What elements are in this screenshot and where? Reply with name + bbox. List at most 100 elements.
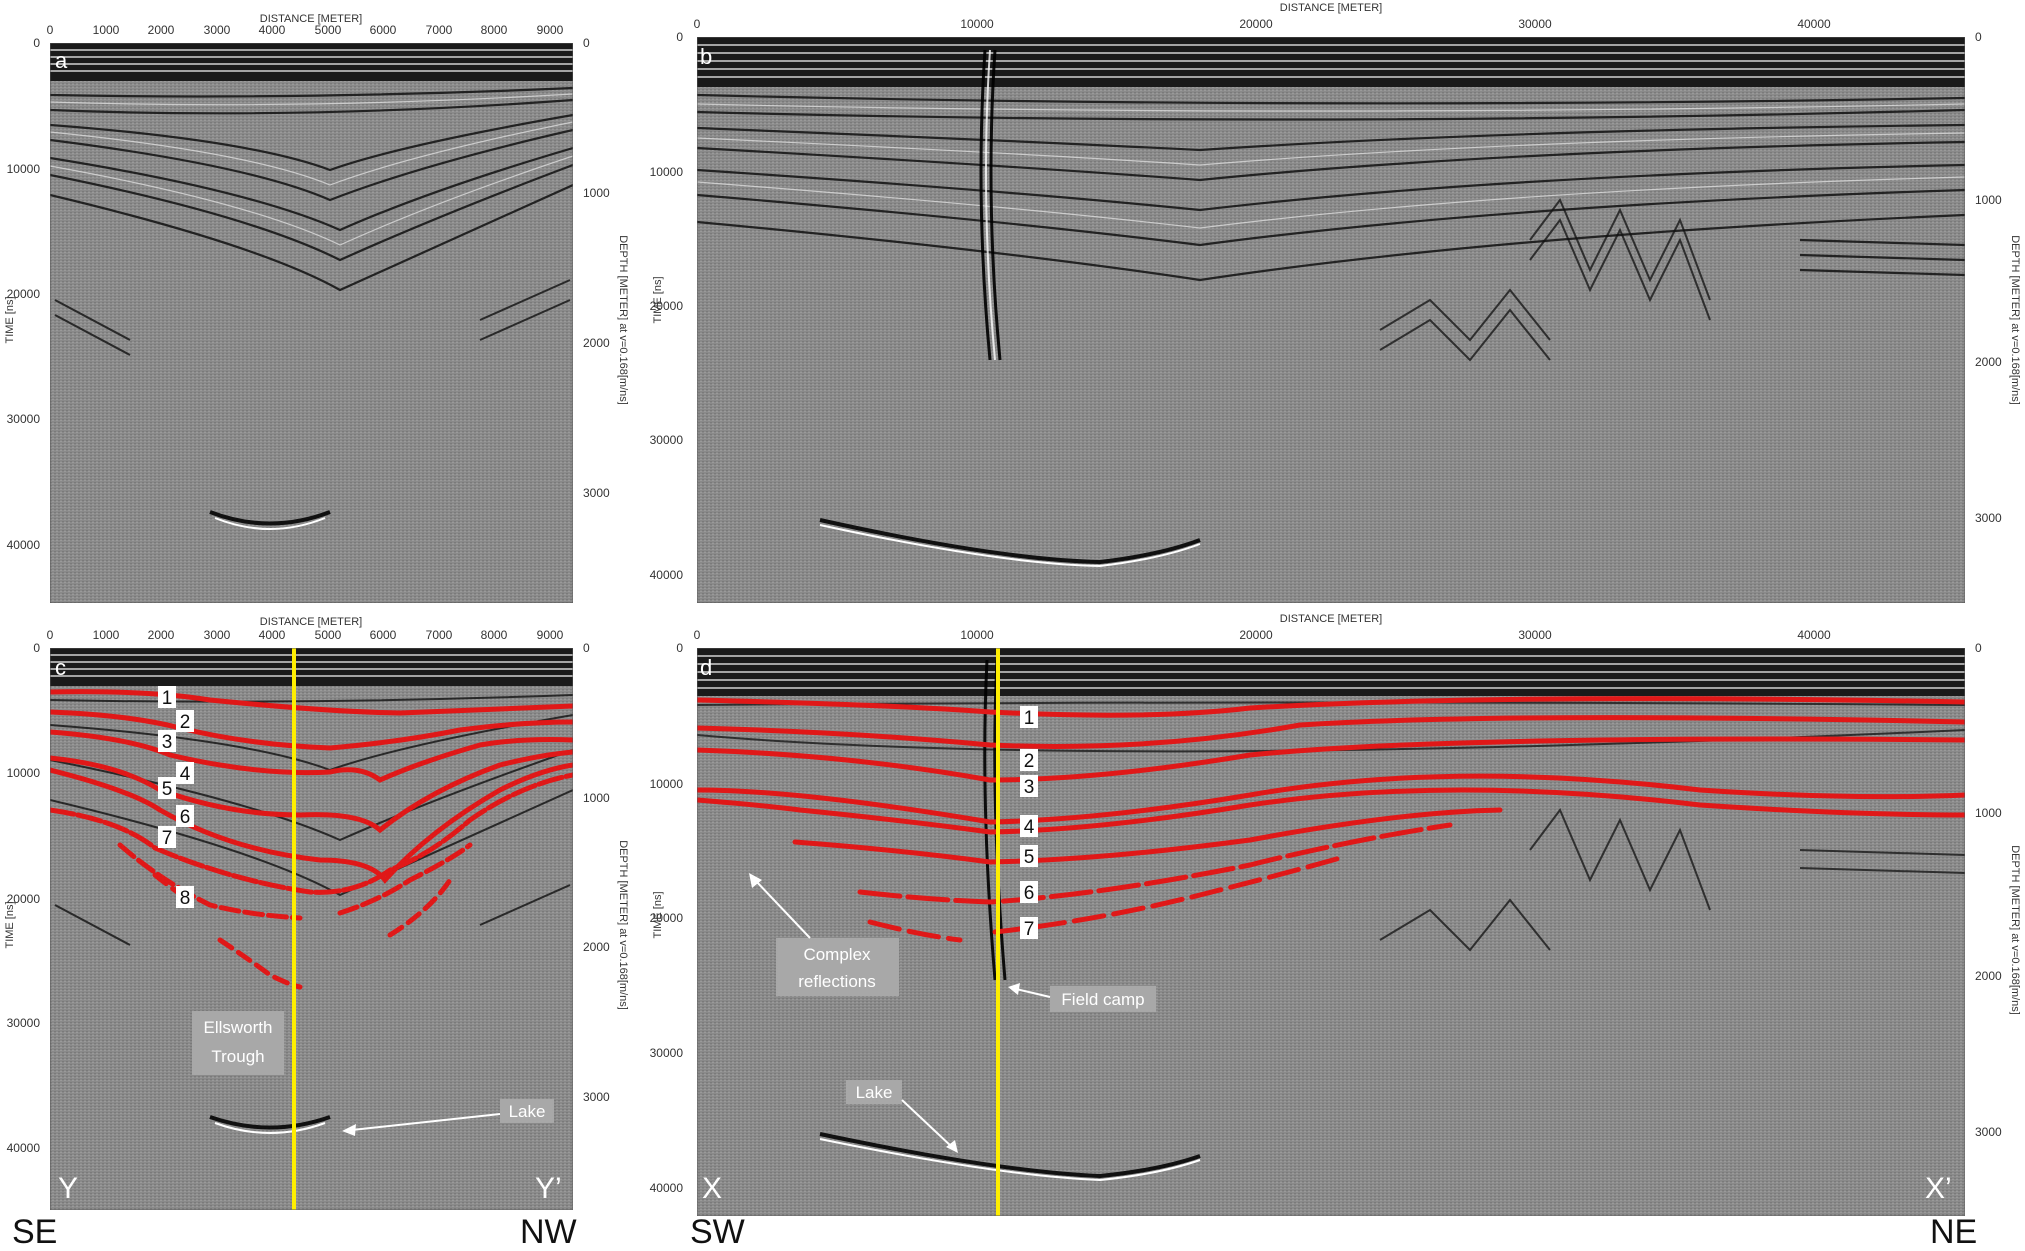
panel-c-corner-right: Y’	[535, 1172, 562, 1205]
panel-d-radargram: 1 2 3 4 5 6 7 Complex reflections Field …	[697, 648, 1965, 1216]
panel-c: DISTANCE [METER] 0 1000 2000 3000 4000 5…	[4, 616, 629, 1251]
depth-tick: 0	[583, 36, 590, 50]
y-tick: 30000	[650, 1046, 684, 1060]
depth-tick: 3000	[583, 486, 610, 500]
y-tick: 20000	[7, 287, 41, 301]
arrow-head-icon	[342, 1124, 356, 1136]
trough-label-box	[192, 1011, 284, 1075]
lake-arrow	[351, 1113, 501, 1131]
panel-a-y-axis-title: TIME [ns]	[4, 296, 16, 343]
panel-c-depth-ticks: 0 1000 2000 3000	[583, 641, 610, 1104]
y-tick: 20000	[650, 911, 684, 925]
panel-b: DISTANCE [METER] 0 10000 20000 30000 400…	[650, 2, 2021, 603]
x-tick: 8000	[481, 628, 508, 642]
x-tick: 5000	[315, 628, 342, 642]
x-tick: 0	[694, 628, 701, 642]
depth-tick: 1000	[583, 791, 610, 805]
depth-tick: 2000	[583, 940, 610, 954]
horizon-number: 4	[1024, 817, 1035, 838]
lake-arrow	[901, 1099, 953, 1148]
x-tick: 5000	[315, 23, 342, 37]
complex-arrow	[754, 879, 811, 939]
panel-d-corner-right: X’	[1925, 1172, 1952, 1205]
x-tick: 10000	[960, 17, 994, 31]
x-tick: 0	[694, 17, 701, 31]
depth-tick: 1000	[1975, 806, 2002, 820]
panel-c-x-ticks: 0 1000 2000 3000 4000 5000 6000 7000 800…	[47, 628, 564, 642]
depth-tick: 1000	[1975, 193, 2002, 207]
complex-label-line1: Complex	[803, 945, 871, 964]
panel-d-horizons	[697, 696, 1965, 943]
panel-a-y-ticks: 0 10000 20000 30000 40000	[7, 36, 41, 552]
horizon-number: 5	[162, 779, 173, 800]
y-tick: 10000	[650, 777, 684, 791]
panel-b-depth-ticks: 0 1000 2000 3000	[1975, 30, 2002, 525]
x-tick: 30000	[1518, 17, 1552, 31]
panel-a-depth-ticks: 0 1000 2000 3000	[583, 36, 610, 500]
panel-d-horizon-numbers: 1 2 3 4 5 6 7	[1020, 706, 1038, 940]
y-tick: 10000	[7, 162, 41, 176]
panel-b-y-axis-title: TIME [ns]	[652, 276, 664, 323]
y-tick: 40000	[7, 538, 41, 552]
panel-c-y-axis-title: TIME [ns]	[4, 901, 16, 948]
horizon-number: 5	[1024, 847, 1035, 868]
depth-tick: 1000	[583, 186, 610, 200]
horizon-number: 3	[162, 732, 173, 753]
panel-d-corner-left: X	[702, 1172, 722, 1205]
depth-tick: 3000	[1975, 511, 2002, 525]
panel-c-radargram: 1 2 3 4 5 6 7 8 Ellsworth Trough Lake	[50, 648, 573, 1210]
y-tick: 10000	[650, 165, 684, 179]
x-tick: 8000	[481, 23, 508, 37]
depth-tick: 2000	[583, 336, 610, 350]
panel-b-label: b	[700, 44, 712, 69]
panel-d-y-axis-title: TIME [ns]	[652, 891, 664, 938]
horizon-number: 3	[1024, 777, 1035, 798]
horizon-number: 2	[1024, 751, 1035, 772]
panel-d-x-ticks: 0 10000 20000 30000 40000	[694, 628, 1831, 642]
horizon-number: 8	[180, 888, 191, 909]
panel-a-x-ticks: 0 1000 2000 3000 4000 5000 6000 7000 800…	[47, 23, 564, 37]
x-tick: 4000	[259, 628, 286, 642]
y-tick: 30000	[650, 433, 684, 447]
x-tick: 7000	[426, 23, 453, 37]
y-tick: 0	[676, 641, 683, 655]
x-tick: 40000	[1797, 17, 1831, 31]
complex-label-line2: reflections	[798, 972, 875, 991]
panel-b-x-ticks: 0 10000 20000 30000 40000	[694, 17, 1831, 31]
arrow-head-icon	[1008, 983, 1020, 995]
y-tick: 30000	[7, 1016, 41, 1030]
arrow-head-icon	[946, 1140, 958, 1153]
panel-d-y-ticks: 0 10000 20000 30000 40000	[650, 641, 684, 1195]
depth-tick: 3000	[1975, 1125, 2002, 1139]
depth-tick: 0	[583, 641, 590, 655]
panel-c-x-axis-title: DISTANCE [METER]	[260, 616, 362, 628]
y-tick: 40000	[650, 1181, 684, 1195]
panel-b-x-axis-title: DISTANCE [METER]	[1280, 2, 1382, 14]
complex-label-box	[776, 938, 899, 996]
horizon-number: 1	[162, 688, 173, 709]
panel-c-direction-left: SE	[12, 1213, 57, 1251]
x-tick: 9000	[537, 23, 564, 37]
x-tick: 6000	[370, 628, 397, 642]
panel-c-label: c	[55, 655, 66, 680]
camp-arrow	[1015, 988, 1051, 998]
x-tick: 9000	[537, 628, 564, 642]
x-tick: 3000	[204, 628, 231, 642]
panel-c-direction-right: NW	[520, 1213, 577, 1251]
horizon-number: 7	[1024, 919, 1035, 940]
arrow-head-icon	[749, 873, 762, 888]
panel-c-y-ticks: 0 10000 20000 30000 40000	[7, 641, 41, 1155]
x-tick: 6000	[370, 23, 397, 37]
horizon-number: 7	[162, 828, 173, 849]
camp-label-box	[1050, 986, 1156, 1012]
panel-b-depth-axis-title: DEPTH [METER] at v=0.168[m/ns]	[2009, 235, 2021, 405]
lake-label-box	[500, 1099, 554, 1123]
panel-a-depth-axis-title: DEPTH [METER] at v=0.168[m/ns]	[617, 235, 629, 405]
panel-c-horizons	[50, 689, 573, 990]
x-tick: 0	[47, 628, 54, 642]
depth-tick: 2000	[1975, 355, 2002, 369]
panel-b-y-ticks: 0 10000 20000 30000 40000	[650, 30, 684, 582]
panel-d-x-axis-title: DISTANCE [METER]	[1280, 613, 1382, 625]
horizon-number: 4	[180, 764, 191, 785]
x-tick: 1000	[93, 23, 120, 37]
